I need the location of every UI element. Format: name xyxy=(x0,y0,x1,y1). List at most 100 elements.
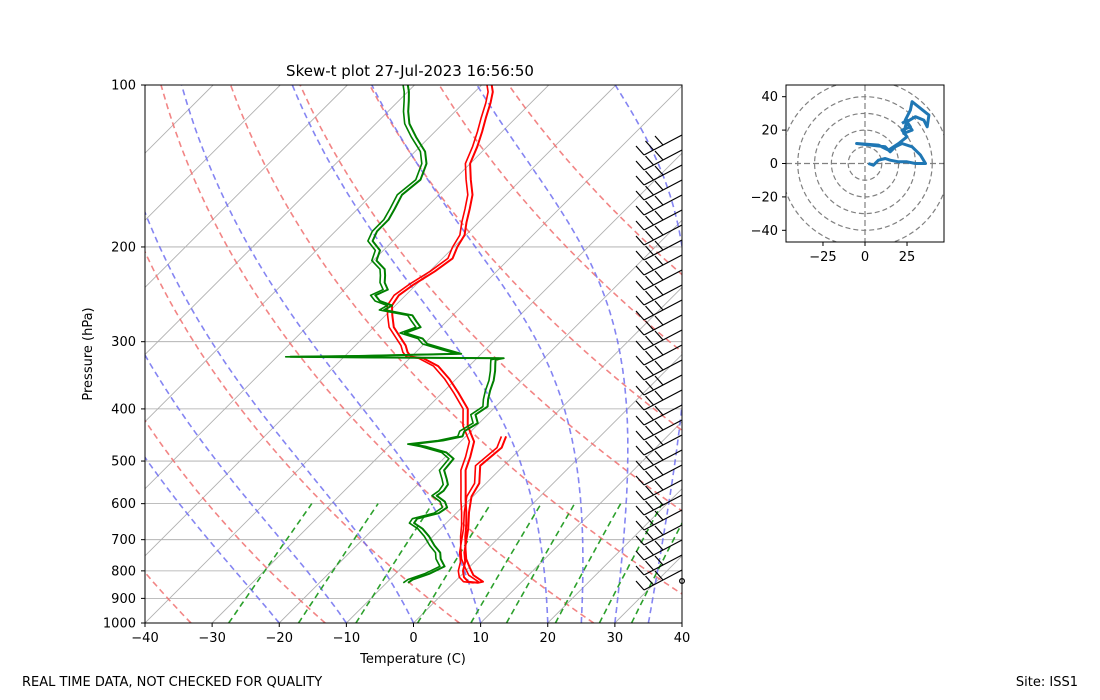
y-tick-label: 400 xyxy=(111,402,136,417)
wind-barb xyxy=(635,374,683,396)
y-tick-label: 300 xyxy=(111,335,136,350)
x-tick-label: 0 xyxy=(409,631,417,646)
wind-barb xyxy=(635,359,683,381)
wind-barb xyxy=(635,194,683,216)
wind-barb xyxy=(635,464,683,486)
isotherm-line xyxy=(480,420,682,623)
isotherm-line xyxy=(211,152,682,623)
x-tick-label: −20 xyxy=(266,631,293,646)
x-tick-label: 20 xyxy=(539,631,556,646)
wind-barb xyxy=(635,134,683,156)
isotherm-line xyxy=(145,85,550,490)
wind-barb xyxy=(635,404,683,426)
dry-adiabat-line xyxy=(368,85,682,432)
wind-barb xyxy=(635,284,683,306)
mixing-ratio-line xyxy=(416,503,492,623)
mixing-ratio-line xyxy=(297,503,379,623)
wind-barb xyxy=(635,524,683,546)
wind-barb xyxy=(635,449,683,471)
y-tick-label: 900 xyxy=(111,592,136,607)
y-tick-label: 700 xyxy=(111,533,136,548)
wind-barb xyxy=(635,164,683,186)
isotherm-line xyxy=(145,85,482,423)
x-tick-label: 10 xyxy=(472,631,489,646)
mixing-ratio-line xyxy=(598,503,663,623)
wind-barb xyxy=(635,389,683,411)
isotherm-line xyxy=(145,85,415,356)
y-tick-label: 200 xyxy=(111,240,136,255)
mixing-ratio-line xyxy=(355,503,434,623)
x-axis-ticks: −40 −30 −20 −10 0 10 20 30 40 xyxy=(131,623,690,646)
hodograph-x-tick-label: 0 xyxy=(861,250,869,265)
hodograph-y-tick-label: 0 xyxy=(770,157,778,172)
wind-barb xyxy=(635,224,683,246)
x-tick-label: 30 xyxy=(607,631,624,646)
dry-adiabat-line xyxy=(145,250,460,623)
y-tick-label: 500 xyxy=(111,455,136,470)
dry-adiabat-line xyxy=(299,85,682,512)
y-tick-label: 800 xyxy=(111,564,136,579)
y-tick-label: 100 xyxy=(111,79,136,94)
moist-adiabat-line xyxy=(145,210,415,623)
wind-barb xyxy=(635,419,683,441)
dewpoint-trace xyxy=(284,85,500,584)
y-tick-label: 1000 xyxy=(103,617,136,632)
isotherm-line xyxy=(145,85,348,289)
mixing-ratio-line xyxy=(470,503,542,623)
wind-barb xyxy=(635,344,683,366)
wind-barb xyxy=(635,254,683,276)
hodograph-y-tick-label: −20 xyxy=(751,190,778,205)
wind-barb xyxy=(635,509,683,531)
x-tick-label: −30 xyxy=(198,631,225,646)
isotherm-line xyxy=(413,353,682,623)
site-label: Site: ISS1 xyxy=(1016,675,1078,690)
hodograph-y-tick-label: 40 xyxy=(761,90,778,105)
y-axis-ticks: 100 200 300 400 500 600 700 800 900 1000 xyxy=(103,79,145,632)
sounding-traces xyxy=(284,85,508,584)
isotherm-line xyxy=(547,488,682,623)
hodograph-trace xyxy=(855,100,931,167)
wind-barb xyxy=(635,479,683,501)
wind-barb xyxy=(635,314,683,336)
hodograph-ticks: −25 0 25 40 20 0 −20 −40 xyxy=(751,90,916,265)
chart-title: Skew-t plot 27-Jul-2023 16:56:50 xyxy=(286,62,534,80)
wind-barb xyxy=(635,209,683,231)
pressure-gridlines xyxy=(145,85,682,623)
wind-barb xyxy=(635,179,683,201)
dry-adiabat-lines xyxy=(145,85,682,623)
wind-barbs xyxy=(635,134,685,591)
moist-adiabat-line xyxy=(291,85,549,623)
dry-adiabat-line xyxy=(508,85,682,276)
isotherm-line xyxy=(278,219,682,623)
moist-adiabat-line xyxy=(180,85,482,623)
wind-barb xyxy=(635,299,683,321)
wind-barb xyxy=(635,149,683,171)
mixing-ratio-line xyxy=(228,503,313,623)
temperature-trace xyxy=(386,85,503,584)
isotherm-line xyxy=(614,555,682,623)
quality-notice: REAL TIME DATA, NOT CHECKED FOR QUALITY xyxy=(22,675,322,690)
isotherm-line xyxy=(145,85,617,557)
dry-adiabat-line xyxy=(145,571,192,623)
mixing-ratio-line xyxy=(554,503,622,623)
moist-adiabat-line xyxy=(614,85,682,623)
isotherm-line xyxy=(145,85,281,221)
dry-adiabat-line xyxy=(145,419,326,623)
isotherm-line xyxy=(346,286,682,623)
isotherm-lines xyxy=(145,85,682,623)
skewt-plot-area xyxy=(145,85,682,623)
hodograph-line xyxy=(855,100,931,167)
wind-barb xyxy=(635,239,683,261)
hodograph-y-tick-label: 20 xyxy=(761,124,778,139)
wind-barb xyxy=(635,554,683,576)
isotherm-line xyxy=(145,85,214,154)
wind-barb xyxy=(635,269,683,291)
moist-adiabat-line xyxy=(476,85,629,623)
x-axis-label: Temperature (C) xyxy=(359,652,466,667)
hodograph-x-tick-label: 25 xyxy=(899,250,916,265)
moist-adiabat-lines xyxy=(145,85,682,623)
hodograph-x-tick-label: −25 xyxy=(809,250,836,265)
wind-barb xyxy=(635,539,683,561)
y-axis-label: Pressure (hPa) xyxy=(81,307,96,400)
